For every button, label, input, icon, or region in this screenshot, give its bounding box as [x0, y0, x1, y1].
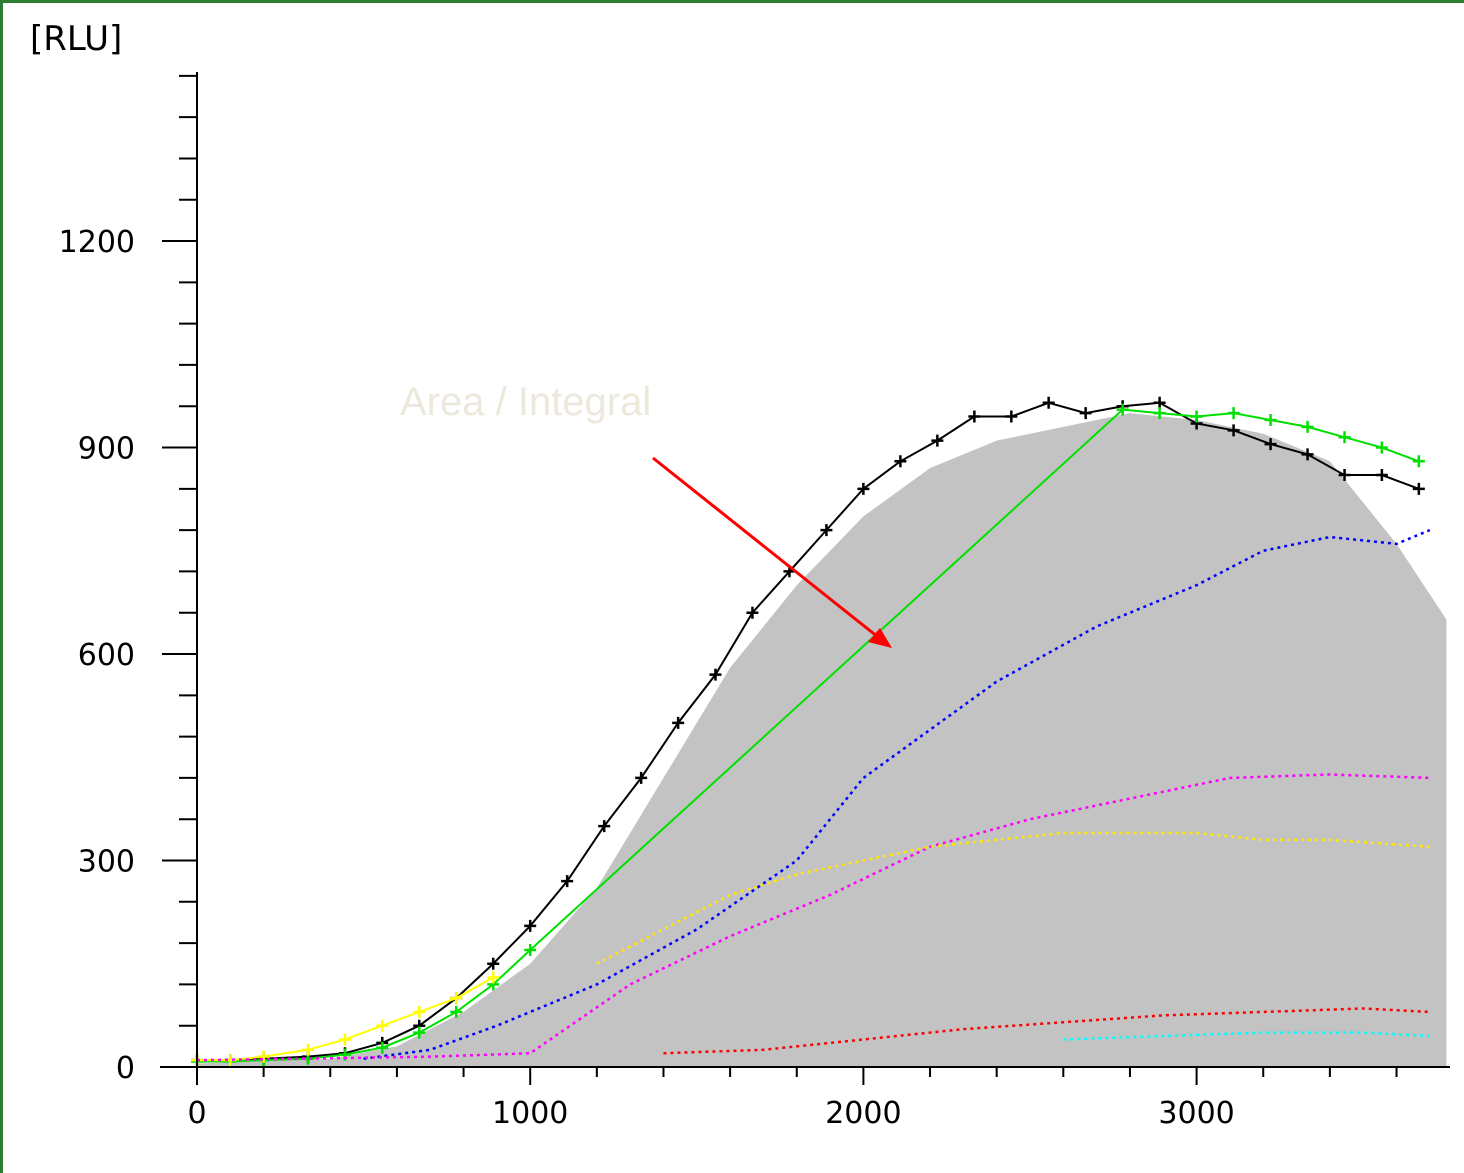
series-1-point — [1190, 410, 1203, 423]
y-tick-label: 900 — [78, 432, 135, 467]
series-0-point — [672, 716, 685, 729]
series-0-point — [820, 524, 833, 537]
series-0-point — [931, 434, 944, 447]
series-1-point — [524, 943, 537, 956]
series-1-point — [413, 1026, 426, 1039]
x-tick-label: 3000 — [1158, 1096, 1234, 1131]
series-0-point — [598, 820, 611, 833]
series-0-point — [487, 957, 500, 970]
series-2-point — [338, 1033, 351, 1046]
series-0-point — [635, 771, 648, 784]
series-0-point — [524, 919, 537, 932]
y-tick-label: 600 — [78, 638, 135, 673]
series-0-point — [1338, 469, 1351, 482]
series-4-line — [196, 773, 1430, 1062]
series-7-line — [1063, 1031, 1430, 1041]
series-2-point — [257, 1050, 270, 1063]
series-2-point — [301, 1043, 314, 1056]
x-tick-label: 2000 — [825, 1096, 901, 1131]
integral-area — [197, 413, 1447, 1067]
series-0-point — [561, 875, 574, 888]
series-layer — [191, 396, 1431, 1068]
series-1-point — [1264, 413, 1277, 426]
series-0-point — [1375, 469, 1388, 482]
annotation-arrow-line — [652, 456, 889, 647]
x-tick-label: 0 — [187, 1096, 206, 1131]
series-1-point — [450, 1005, 463, 1018]
annotation-label: Area / Integral — [400, 380, 651, 424]
y-axis-unit-label: [RLU] — [30, 19, 122, 59]
series-0-point — [1079, 407, 1092, 420]
series-2-point — [450, 992, 463, 1005]
series-1-point — [1153, 407, 1166, 420]
annotation-arrow-head — [868, 628, 892, 648]
area-fill — [197, 413, 1447, 1067]
series-2-point — [487, 971, 500, 984]
series-0-point — [1153, 396, 1166, 409]
series-2-point — [376, 1019, 389, 1032]
series-0-point — [1227, 424, 1240, 437]
series-0-point — [1412, 482, 1425, 495]
series-3-line — [363, 528, 1431, 1060]
series-1-point — [1227, 407, 1240, 420]
series-0-point — [968, 410, 981, 423]
axes: 0 300 600 900 1200 0 1000 2000 3000 — [59, 72, 1450, 1131]
series-0-point — [709, 668, 722, 681]
series-5-line — [596, 831, 1430, 965]
y-tick-label: 300 — [78, 845, 135, 880]
series-2-point — [413, 1005, 426, 1018]
y-tick-label: 1200 — [59, 225, 135, 260]
series-0-line — [197, 401, 1420, 1062]
x-tick-label: 1000 — [492, 1096, 568, 1131]
series-0-point — [1042, 396, 1055, 409]
series-1-point — [1116, 403, 1129, 416]
series-0-point — [857, 482, 870, 495]
series-0-point — [894, 455, 907, 468]
series-1-point — [376, 1041, 389, 1054]
series-0-point — [1301, 448, 1314, 461]
series-1-point — [1301, 420, 1314, 433]
series-0-point — [1264, 438, 1277, 451]
series-0-point — [1005, 410, 1018, 423]
series-1-point — [1375, 441, 1388, 454]
series-1-point — [1412, 455, 1425, 468]
series-1-point — [1338, 431, 1351, 444]
series-6-line — [663, 1007, 1430, 1055]
y-tick-label: 0 — [116, 1051, 135, 1086]
series-0-point — [746, 606, 759, 619]
